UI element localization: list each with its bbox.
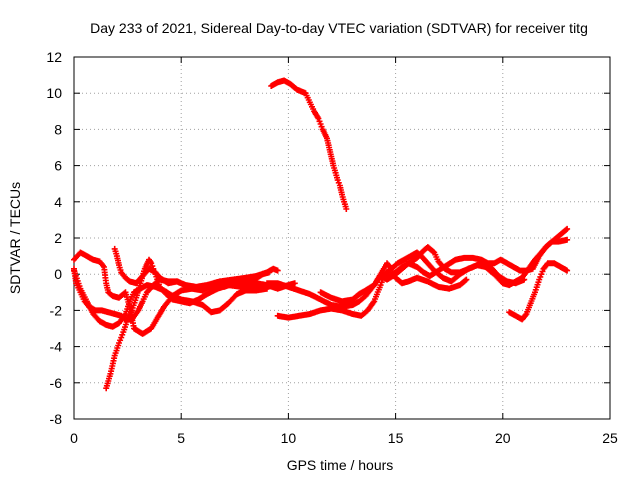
series-arc-6 — [268, 77, 350, 212]
series-markers — [317, 260, 470, 305]
y-tick-label: -2 — [50, 302, 63, 318]
y-tick-label: 2 — [54, 230, 62, 246]
series-markers — [384, 236, 571, 281]
y-tick-label: 12 — [46, 49, 62, 65]
y-tick-label: 8 — [54, 121, 62, 137]
x-axis-tick-labels: 0 5 10 15 20 25 — [70, 430, 618, 446]
x-tick-label: 5 — [177, 430, 185, 446]
x-tick-label: 20 — [495, 430, 511, 446]
y-axis-tick-labels: -8 -6 -4 -2 0 2 4 6 8 10 12 — [46, 49, 62, 427]
y-tick-label: -4 — [50, 339, 63, 355]
data-series — [71, 77, 571, 392]
series-markers — [268, 77, 350, 212]
y-tick-label: 6 — [54, 158, 62, 174]
y-tick-label: -6 — [50, 375, 63, 391]
x-tick-label: 10 — [281, 430, 297, 446]
x-axis-label: GPS time / hours — [287, 457, 394, 473]
y-tick-label: 10 — [46, 85, 62, 101]
axis-ticks — [73, 56, 611, 420]
y-tick-label: -8 — [50, 411, 63, 427]
series-markers — [111, 245, 273, 292]
series-arc-10 — [384, 236, 571, 281]
series-arc-8 — [317, 260, 470, 305]
series-arc-5 — [111, 245, 273, 292]
chart-title: Day 233 of 2021, Sidereal Day-to-day VTE… — [90, 20, 588, 36]
x-tick-label: 0 — [70, 430, 78, 446]
series-markers — [506, 260, 571, 323]
x-tick-label: 15 — [388, 430, 404, 446]
series-arc-11 — [506, 260, 571, 323]
y-tick-label: 4 — [54, 194, 62, 210]
x-tick-label: 25 — [602, 430, 618, 446]
y-axis-label: SDTVAR / TECUs — [7, 182, 23, 294]
y-tick-label: 0 — [54, 266, 62, 282]
